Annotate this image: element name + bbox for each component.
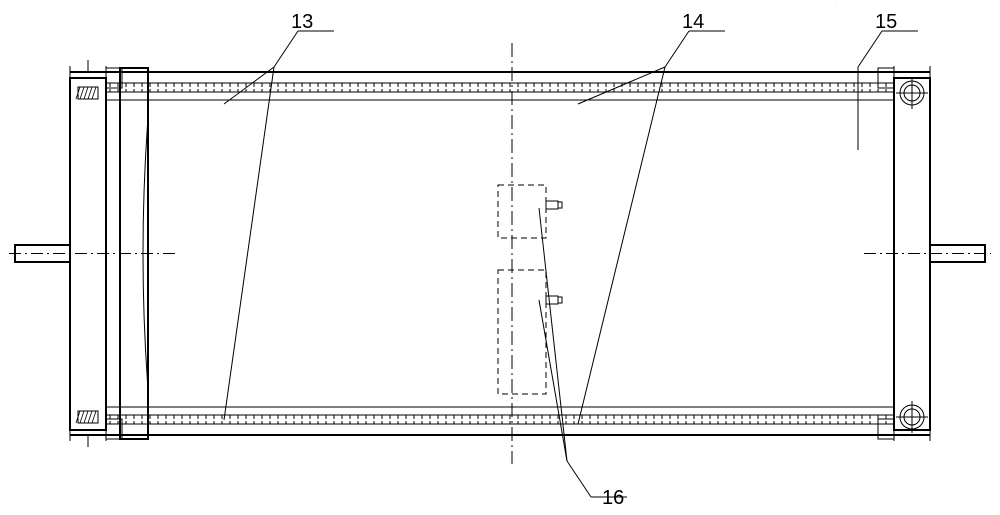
handle-stub-0 bbox=[546, 201, 558, 209]
center-handle-0 bbox=[498, 185, 546, 238]
top-rail-outer bbox=[106, 72, 894, 83]
leader-l13-branch-1 bbox=[224, 67, 274, 420]
leader-l16-branch-0 bbox=[539, 300, 567, 461]
center-handle-1 bbox=[498, 270, 546, 394]
leader-l14-branch-1 bbox=[578, 67, 665, 424]
label-l16: 16 bbox=[602, 487, 624, 509]
top-rail-inner bbox=[106, 92, 894, 100]
label-l13: 13 bbox=[291, 11, 313, 33]
label-l14: 14 bbox=[682, 11, 704, 33]
handle-stub-1 bbox=[546, 296, 558, 304]
label-l15: 15 bbox=[875, 11, 897, 33]
leader-l16-branch-1 bbox=[539, 208, 567, 461]
bottom-rail-outer bbox=[106, 424, 894, 435]
bottom-rail-inner bbox=[106, 407, 894, 415]
